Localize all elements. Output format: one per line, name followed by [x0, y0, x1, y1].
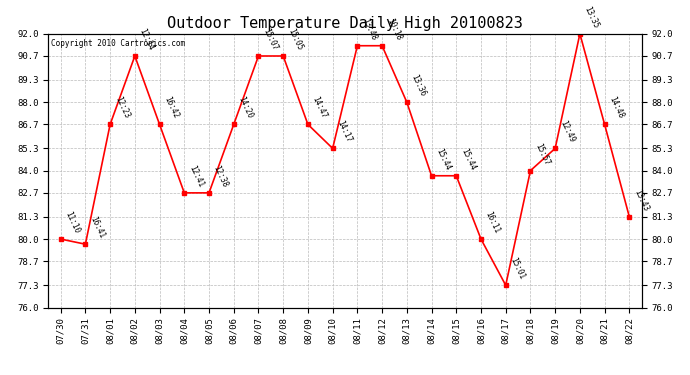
- Text: 13:43: 13:43: [632, 188, 650, 213]
- Text: Copyright 2010 Cartronics.com: Copyright 2010 Cartronics.com: [51, 39, 186, 48]
- Text: 13:48: 13:48: [360, 17, 378, 42]
- Text: 16:11: 16:11: [484, 210, 502, 235]
- Text: 10:18: 10:18: [385, 17, 403, 42]
- Text: 15:01: 15:01: [509, 256, 526, 281]
- Text: 16:41: 16:41: [88, 215, 106, 240]
- Text: 15:44: 15:44: [459, 147, 477, 172]
- Text: 11:10: 11:10: [63, 210, 81, 235]
- Text: 14:47: 14:47: [310, 96, 328, 120]
- Text: 12:14: 12:14: [137, 27, 155, 52]
- Text: 14:20: 14:20: [237, 96, 255, 120]
- Text: 13:35: 13:35: [582, 5, 600, 30]
- Text: 12:41: 12:41: [187, 164, 205, 189]
- Text: 13:36: 13:36: [410, 73, 428, 98]
- Text: 15:57: 15:57: [533, 142, 551, 166]
- Text: 14:17: 14:17: [335, 120, 353, 144]
- Text: 15:07: 15:07: [262, 27, 279, 52]
- Text: 12:38: 12:38: [212, 164, 230, 189]
- Text: 15:44: 15:44: [434, 147, 452, 172]
- Text: 15:05: 15:05: [286, 27, 304, 52]
- Title: Outdoor Temperature Daily High 20100823: Outdoor Temperature Daily High 20100823: [167, 16, 523, 31]
- Text: 12:23: 12:23: [113, 96, 131, 120]
- Text: 16:42: 16:42: [162, 96, 180, 120]
- Text: 12:49: 12:49: [558, 120, 576, 144]
- Text: 14:48: 14:48: [607, 96, 625, 120]
